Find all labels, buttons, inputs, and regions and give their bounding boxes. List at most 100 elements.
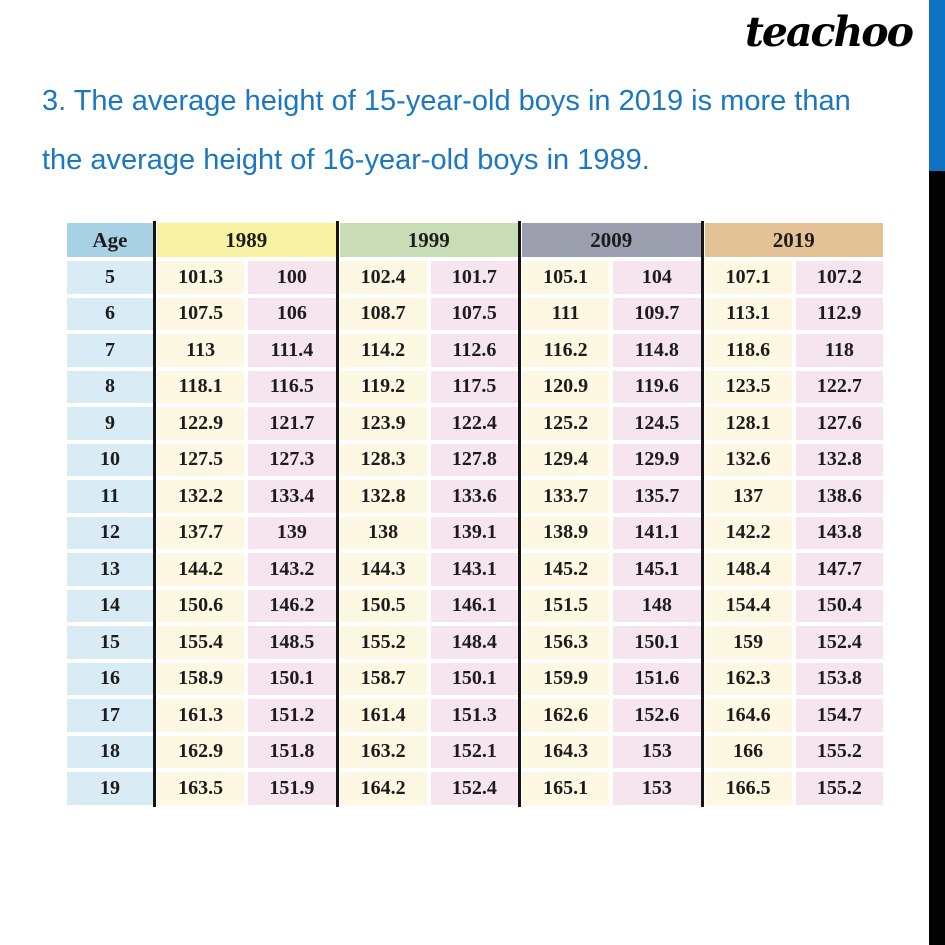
question-heading: 3. The average height of 15-year-old boy…	[42, 72, 902, 190]
table-row: 6 107.5 106 108.7 107.5 111 109.7 113.1 112.9	[65, 295, 885, 332]
value-cell: 138.6	[793, 478, 885, 515]
age-column-header: Age	[65, 221, 155, 259]
age-cell: 19	[65, 770, 155, 807]
value-cell: 148.5	[246, 624, 338, 661]
question-heading-line1: 3. The average height of 15-year-old boy…	[42, 85, 851, 117]
value-cell: 107.5	[155, 295, 247, 332]
value-cell: 148	[611, 587, 703, 624]
age-cell: 16	[65, 660, 155, 697]
value-cell: 158.9	[155, 660, 247, 697]
value-cell: 155.2	[337, 624, 429, 661]
value-cell: 127.6	[793, 405, 885, 442]
value-cell: 132.8	[793, 441, 885, 478]
value-cell: 152.4	[428, 770, 520, 807]
value-cell: 159.9	[520, 660, 612, 697]
year-header-2009: 2009	[520, 221, 703, 259]
year-header-1989: 1989	[155, 221, 338, 259]
table-row: 12 137.7 139 138 139.1 138.9 141.1 142.2 143.8	[65, 514, 885, 551]
table-row: 11 132.2 133.4 132.8 133.6 133.7 135.7 137 138.6	[65, 478, 885, 515]
age-cell: 8	[65, 368, 155, 405]
value-cell: 101.3	[155, 259, 247, 296]
value-cell: 113.1	[702, 295, 794, 332]
value-cell: 144.2	[155, 551, 247, 588]
value-cell: 127.5	[155, 441, 247, 478]
value-cell: 166	[702, 733, 794, 770]
value-cell: 150.4	[793, 587, 885, 624]
value-cell: 148.4	[702, 551, 794, 588]
value-cell: 163.5	[155, 770, 247, 807]
value-cell: 129.9	[611, 441, 703, 478]
value-cell: 133.7	[520, 478, 612, 515]
table-header-row: Age 1989 1999 2009 2019	[65, 221, 885, 259]
blue-edge-bar	[929, 0, 945, 171]
value-cell: 146.1	[428, 587, 520, 624]
value-cell: 153	[611, 733, 703, 770]
table-row: 8 118.1 116.5 119.2 117.5 120.9 119.6 123.5 122.…	[65, 368, 885, 405]
value-cell: 156.3	[520, 624, 612, 661]
value-cell: 105.1	[520, 259, 612, 296]
value-cell: 150.1	[428, 660, 520, 697]
column-divider	[518, 221, 521, 807]
value-cell: 132.2	[155, 478, 247, 515]
age-cell: 11	[65, 478, 155, 515]
column-divider	[701, 221, 704, 807]
value-cell: 162.6	[520, 697, 612, 734]
value-cell: 112.6	[428, 332, 520, 369]
value-cell: 133.6	[428, 478, 520, 515]
value-cell: 124.5	[611, 405, 703, 442]
value-cell: 164.3	[520, 733, 612, 770]
value-cell: 128.1	[702, 405, 794, 442]
value-cell: 163.2	[337, 733, 429, 770]
value-cell: 122.7	[793, 368, 885, 405]
value-cell: 151.6	[611, 660, 703, 697]
table-row: 7 113 111.4 114.2 112.6 116.2 114.8 118.6 118	[65, 332, 885, 369]
value-cell: 128.3	[337, 441, 429, 478]
value-cell: 143.8	[793, 514, 885, 551]
value-cell: 154.4	[702, 587, 794, 624]
value-cell: 129.4	[520, 441, 612, 478]
value-cell: 119.2	[337, 368, 429, 405]
value-cell: 147.7	[793, 551, 885, 588]
value-cell: 146.2	[246, 587, 338, 624]
value-cell: 104	[611, 259, 703, 296]
value-cell: 118.6	[702, 332, 794, 369]
value-cell: 139	[246, 514, 338, 551]
age-cell: 12	[65, 514, 155, 551]
age-cell: 15	[65, 624, 155, 661]
value-cell: 159	[702, 624, 794, 661]
year-header-2019: 2019	[702, 221, 885, 259]
value-cell: 153	[611, 770, 703, 807]
black-edge-bar	[929, 171, 945, 945]
value-cell: 137.7	[155, 514, 247, 551]
value-cell: 118	[793, 332, 885, 369]
value-cell: 143.1	[428, 551, 520, 588]
value-cell: 101.7	[428, 259, 520, 296]
value-cell: 151.3	[428, 697, 520, 734]
value-cell: 122.4	[428, 405, 520, 442]
table-row: 15 155.4 148.5 155.2 148.4 156.3 150.1 159 152.4	[65, 624, 885, 661]
table-row: 13 144.2 143.2 144.3 143.1 145.2 145.1 148.4 147…	[65, 551, 885, 588]
table-row: 17 161.3 151.2 161.4 151.3 162.6 152.6 164.6 154…	[65, 697, 885, 734]
value-cell: 153.8	[793, 660, 885, 697]
value-cell: 162.3	[702, 660, 794, 697]
value-cell: 164.2	[337, 770, 429, 807]
value-cell: 145.1	[611, 551, 703, 588]
value-cell: 150.1	[611, 624, 703, 661]
value-cell: 125.2	[520, 405, 612, 442]
value-cell: 155.4	[155, 624, 247, 661]
value-cell: 137	[702, 478, 794, 515]
value-cell: 109.7	[611, 295, 703, 332]
value-cell: 139.1	[428, 514, 520, 551]
table-row: 16 158.9 150.1 158.7 150.1 159.9 151.6 162.3 153…	[65, 660, 885, 697]
value-cell: 145.2	[520, 551, 612, 588]
value-cell: 150.5	[337, 587, 429, 624]
value-cell: 151.5	[520, 587, 612, 624]
value-cell: 166.5	[702, 770, 794, 807]
age-cell: 13	[65, 551, 155, 588]
value-cell: 148.4	[428, 624, 520, 661]
value-cell: 138.9	[520, 514, 612, 551]
age-cell: 14	[65, 587, 155, 624]
value-cell: 143.2	[246, 551, 338, 588]
value-cell: 117.5	[428, 368, 520, 405]
age-cell: 9	[65, 405, 155, 442]
